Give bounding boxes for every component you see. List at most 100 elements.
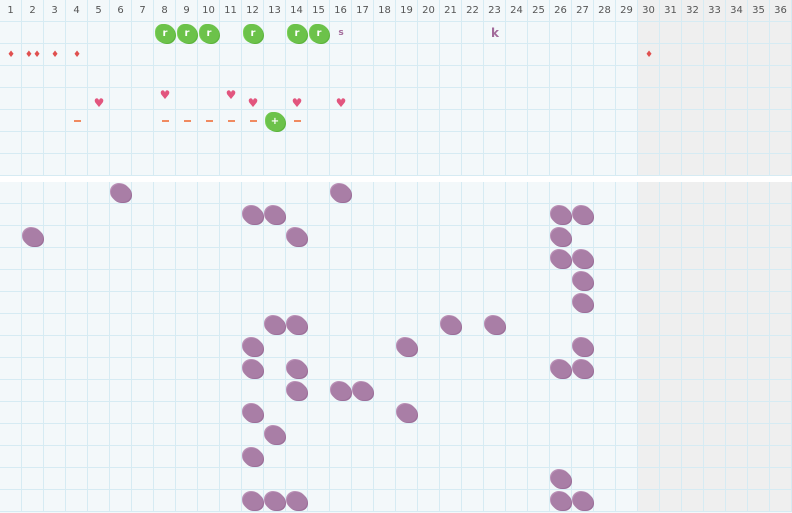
grid-cell[interactable] [22, 468, 44, 490]
grid-cell[interactable] [770, 182, 792, 204]
grid-cell[interactable] [22, 66, 44, 88]
grid-cell[interactable] [374, 270, 396, 292]
grid-cell[interactable] [374, 490, 396, 512]
grid-cell[interactable] [594, 380, 616, 402]
grid-cell[interactable] [374, 204, 396, 226]
grid-cell[interactable] [198, 88, 220, 110]
grid-cell[interactable] [638, 270, 660, 292]
grid-cell[interactable] [462, 468, 484, 490]
grid-cell[interactable] [176, 110, 198, 132]
grid-cell[interactable] [264, 446, 286, 468]
grid-cell[interactable] [572, 204, 594, 226]
grid-cell[interactable] [22, 358, 44, 380]
grid-cell[interactable] [462, 110, 484, 132]
grid-cell[interactable] [88, 88, 110, 110]
grid-cell[interactable] [682, 402, 704, 424]
grid-cell[interactable] [528, 402, 550, 424]
grid-cell[interactable] [682, 314, 704, 336]
grid-cell[interactable] [308, 380, 330, 402]
grid-cell[interactable] [176, 380, 198, 402]
grid-cell[interactable] [484, 22, 506, 44]
grid-cell[interactable] [726, 358, 748, 380]
grid-cell[interactable] [132, 66, 154, 88]
grid-cell[interactable] [132, 226, 154, 248]
grid-cell[interactable] [770, 226, 792, 248]
grid-cell[interactable] [484, 446, 506, 468]
grid-cell[interactable] [616, 204, 638, 226]
grid-cell[interactable] [220, 380, 242, 402]
grid-cell[interactable] [132, 182, 154, 204]
grid-cell[interactable] [220, 446, 242, 468]
grid-cell[interactable] [330, 182, 352, 204]
grid-cell[interactable] [0, 314, 22, 336]
grid-cell[interactable] [572, 22, 594, 44]
grid-cell[interactable] [638, 132, 660, 154]
grid-cell[interactable] [44, 22, 66, 44]
grid-cell[interactable] [110, 88, 132, 110]
grid-cell[interactable] [66, 314, 88, 336]
grid-cell[interactable] [66, 154, 88, 176]
grid-cell[interactable] [44, 154, 66, 176]
grid-cell[interactable] [396, 248, 418, 270]
grid-cell[interactable] [528, 182, 550, 204]
grid-cell[interactable] [66, 446, 88, 468]
grid-cell[interactable] [704, 44, 726, 66]
grid-cell[interactable] [308, 358, 330, 380]
grid-cell[interactable] [638, 182, 660, 204]
grid-cell[interactable] [616, 424, 638, 446]
grid-cell[interactable] [616, 336, 638, 358]
grid-cell[interactable] [286, 22, 308, 44]
grid-cell[interactable] [154, 314, 176, 336]
grid-cell[interactable] [506, 270, 528, 292]
grid-cell[interactable] [154, 182, 176, 204]
grid-cell[interactable] [352, 248, 374, 270]
grid-cell[interactable] [286, 358, 308, 380]
grid-cell[interactable] [308, 44, 330, 66]
grid-cell[interactable] [44, 314, 66, 336]
grid-cell[interactable] [440, 358, 462, 380]
grid-cell[interactable] [374, 358, 396, 380]
grid-cell[interactable] [220, 336, 242, 358]
grid-cell[interactable] [22, 182, 44, 204]
grid-cell[interactable] [594, 204, 616, 226]
grid-cell[interactable] [352, 44, 374, 66]
grid-cell[interactable] [198, 44, 220, 66]
grid-cell[interactable] [352, 270, 374, 292]
grid-cell[interactable] [396, 44, 418, 66]
grid-cell[interactable] [462, 446, 484, 468]
grid-cell[interactable] [352, 446, 374, 468]
grid-cell[interactable] [0, 88, 22, 110]
grid-cell[interactable] [198, 204, 220, 226]
grid-cell[interactable] [418, 88, 440, 110]
grid-cell[interactable] [352, 110, 374, 132]
grid-cell[interactable] [594, 110, 616, 132]
grid-cell[interactable] [0, 424, 22, 446]
grid-cell[interactable] [22, 490, 44, 512]
grid-cell[interactable] [704, 490, 726, 512]
grid-cell[interactable] [440, 44, 462, 66]
grid-cell[interactable] [660, 402, 682, 424]
grid-cell[interactable] [396, 292, 418, 314]
grid-cell[interactable] [462, 154, 484, 176]
grid-cell[interactable] [374, 248, 396, 270]
grid-cell[interactable] [176, 468, 198, 490]
grid-cell[interactable] [704, 358, 726, 380]
grid-cell[interactable] [154, 468, 176, 490]
grid-cell[interactable] [176, 66, 198, 88]
grid-cell[interactable] [110, 314, 132, 336]
grid-cell[interactable] [66, 226, 88, 248]
grid-cell[interactable] [770, 446, 792, 468]
grid-cell[interactable] [0, 468, 22, 490]
grid-cell[interactable] [154, 66, 176, 88]
grid-cell[interactable] [330, 248, 352, 270]
grid-cell[interactable] [660, 182, 682, 204]
grid-cell[interactable] [198, 182, 220, 204]
grid-cell[interactable] [330, 468, 352, 490]
grid-cell[interactable] [506, 446, 528, 468]
grid-cell[interactable] [748, 226, 770, 248]
grid-cell[interactable] [66, 380, 88, 402]
grid-cell[interactable] [264, 226, 286, 248]
grid-cell[interactable] [550, 292, 572, 314]
grid-cell[interactable] [308, 88, 330, 110]
grid-cell[interactable] [440, 468, 462, 490]
